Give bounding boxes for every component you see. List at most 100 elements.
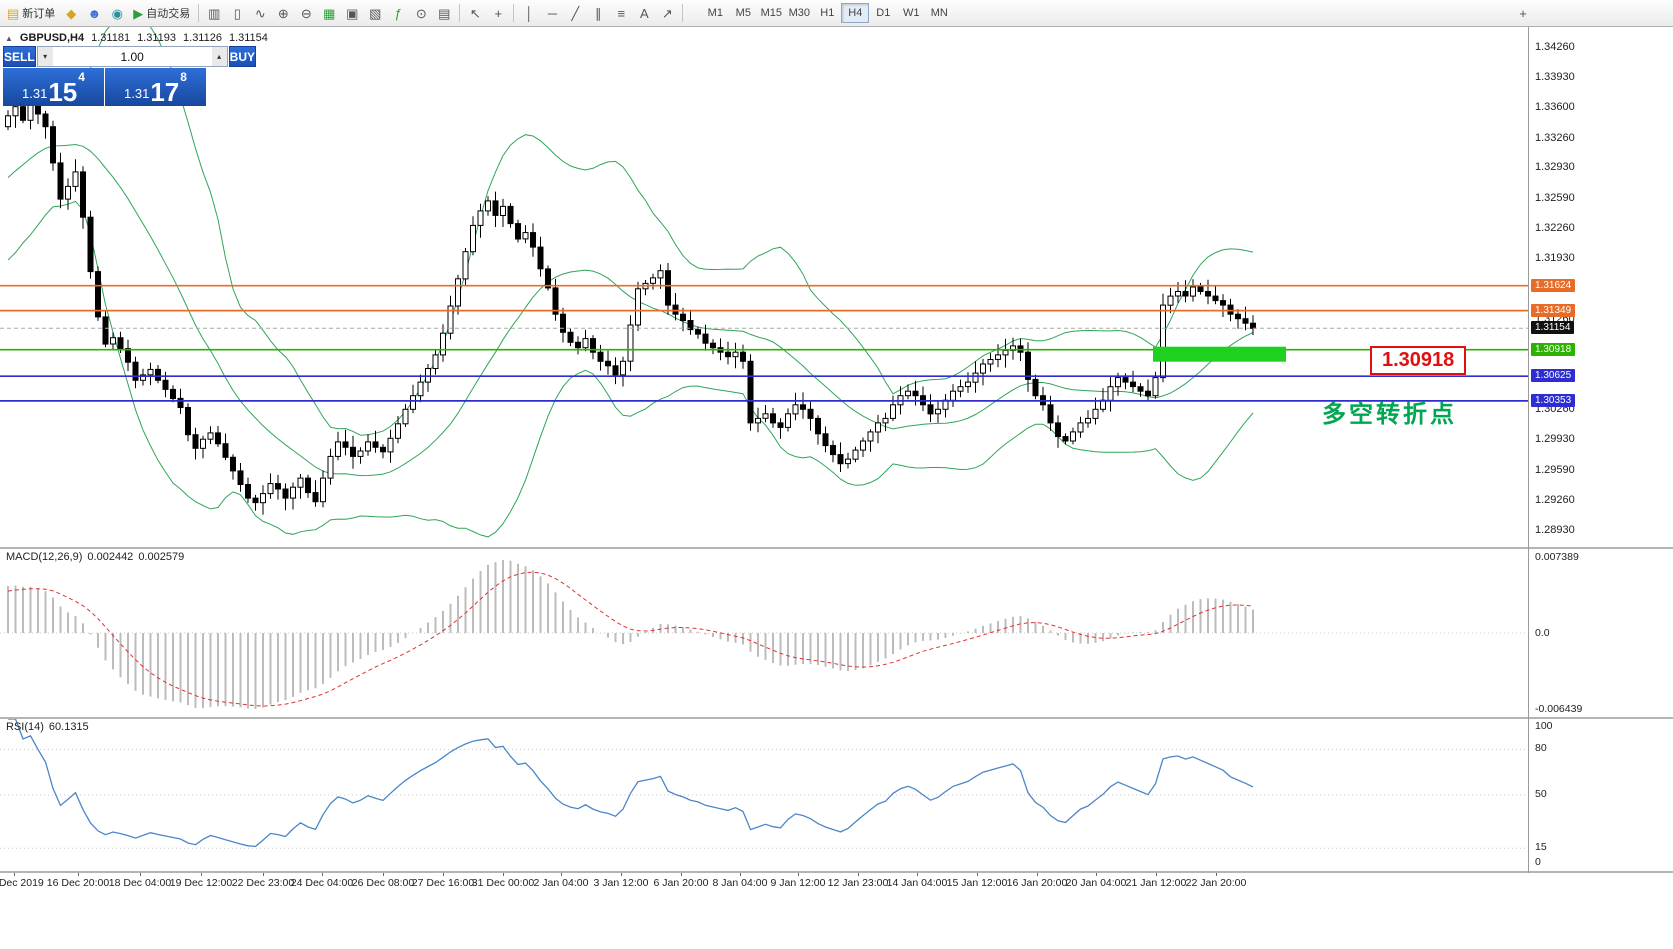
macd-axis-zero: 0.0 [1535, 627, 1550, 639]
time-axis-tick [14, 873, 15, 876]
timeframe-m5[interactable]: M5 [729, 3, 757, 23]
text-tool-button[interactable]: A [633, 2, 655, 24]
buy-button[interactable]: BUY [228, 46, 257, 67]
timeframe-h4[interactable]: H4 [841, 3, 870, 23]
text-tool-icon: A [639, 5, 649, 21]
price-axis-label: 1.29260 [1535, 494, 1575, 506]
timeframe-mn[interactable]: MN [925, 3, 953, 23]
zoom-out-button[interactable]: ⊖ [295, 2, 317, 24]
profiles-icon: ☻ [87, 5, 102, 21]
time-axis-tick [740, 873, 741, 876]
price-axis-label: 1.34260 [1535, 41, 1575, 53]
symbol-header: ▲ GBPUSD,H4 1.31181 1.31193 1.31126 1.31… [5, 32, 268, 44]
sell-price-display[interactable]: 1.31 15 4 [3, 68, 104, 106]
panel-separator[interactable] [0, 871, 1673, 873]
time-axis-label: 18 Dec 04:00 [108, 877, 172, 889]
volume-input[interactable] [52, 47, 212, 66]
timeframe-d1[interactable]: D1 [869, 3, 897, 23]
panel-separator[interactable] [0, 717, 1673, 719]
crosshair-button[interactable]: + [487, 2, 509, 24]
sell-button[interactable]: SELL [3, 46, 36, 67]
auto-trading-button[interactable]: ▶ 自动交易 [129, 2, 194, 24]
market-watch-button[interactable]: ◆ [60, 2, 82, 24]
vertical-line-icon: │ [525, 5, 534, 21]
price-axis-label: 1.33600 [1535, 101, 1575, 113]
buy-price-display[interactable]: 1.31 17 8 [105, 68, 206, 106]
navigator-button[interactable]: ◉ [106, 2, 128, 24]
new-order-button[interactable]: ▤ 新订单 [3, 2, 59, 24]
channel-button[interactable]: ∥ [587, 2, 609, 24]
toolbar: ▤ 新订单 ◆ ☻ ◉ ▶ 自动交易 ▥ ▯ ∿ ⊕ ⊖ ▦ ▣ ▧ ƒ ⊙ ▤… [0, 0, 1673, 27]
auto-trading-play-icon: ▶ [133, 5, 144, 21]
trendline-button[interactable]: ╱ [564, 2, 586, 24]
macd-histogram [7, 559, 1254, 709]
templates-icon: ▤ [438, 5, 451, 21]
rsi-panel[interactable] [0, 719, 1528, 871]
time-axis-label: 3 Jan 12:00 [593, 877, 649, 889]
timeframe-m30[interactable]: M30 [785, 3, 813, 23]
time-axis-tick [1096, 873, 1097, 876]
line-chart-button[interactable]: ∿ [249, 2, 271, 24]
fibonacci-icon: ≡ [617, 5, 626, 21]
level-price-tag: 1.31624 [1531, 279, 1576, 292]
one-click-toggle-icon[interactable]: ▲ [5, 33, 13, 43]
timeframe-m15[interactable]: M15 [757, 3, 785, 23]
time-axis-label: 13 Dec 2019 [0, 877, 44, 889]
fibonacci-button[interactable]: ≡ [610, 2, 632, 24]
macd-axis-max: 0.007389 [1535, 551, 1579, 563]
cascade-windows-button[interactable]: ▧ [364, 2, 386, 24]
vertical-line-button[interactable]: │ [518, 2, 540, 24]
support-price-label[interactable]: 1.30918 [1370, 346, 1467, 375]
chart-window: ▲ GBPUSD,H4 1.31181 1.31193 1.31126 1.31… [0, 27, 1673, 949]
templates-button[interactable]: ▤ [433, 2, 455, 24]
channel-icon: ∥ [595, 5, 602, 21]
candles [5, 92, 1256, 515]
turning-point-note[interactable]: 多空转折点 [1322, 401, 1457, 428]
toolbar-separator [682, 4, 684, 22]
timeframe-w1[interactable]: W1 [897, 3, 925, 23]
price-axis-label: 1.32260 [1535, 222, 1575, 234]
zoom-in-icon: ⊕ [277, 5, 289, 21]
level-price-tag: 1.31349 [1531, 304, 1576, 317]
timeframe-h1[interactable]: H1 [813, 3, 841, 23]
macd-panel[interactable] [0, 549, 1528, 717]
time-axis-tick [858, 873, 859, 876]
indicators-button[interactable]: ƒ [387, 2, 409, 24]
price-axis-label: 1.29590 [1535, 464, 1575, 476]
toolbar-separator [198, 4, 200, 22]
panel-separator[interactable] [0, 547, 1673, 549]
profiles-button[interactable]: ☻ [83, 2, 105, 24]
cursor-button[interactable]: ↖ [464, 2, 486, 24]
navigator-icon: ◉ [111, 5, 123, 21]
time-axis-tick [140, 873, 141, 876]
sell-price-sup: 4 [78, 70, 85, 84]
arrow-tool-button[interactable]: ↗ [656, 2, 678, 24]
level-price-tag: 1.30353 [1531, 394, 1576, 407]
arrow-tool-icon: ↗ [661, 5, 673, 21]
time-axis-label: 21 Jan 12:00 [1125, 877, 1187, 889]
volume-up-button[interactable]: ▴ [211, 47, 227, 66]
bar-chart-button[interactable]: ▥ [203, 2, 225, 24]
tile-windows-icon: ▣ [346, 5, 359, 21]
horizontal-line-button[interactable]: ─ [541, 2, 563, 24]
grid-button[interactable]: ▦ [318, 2, 340, 24]
periods-button[interactable]: ⊙ [410, 2, 432, 24]
zoom-in-button[interactable]: ⊕ [272, 2, 294, 24]
price-axis-label: 1.31930 [1535, 252, 1575, 264]
tile-windows-button[interactable]: ▣ [341, 2, 363, 24]
rsi-axis-50: 50 [1535, 788, 1547, 800]
price-chart[interactable] [0, 27, 1528, 547]
market-watch-icon: ◆ [66, 5, 77, 21]
buy-price-big: 17 [150, 76, 180, 107]
time-axis-label: 16 Jan 20:00 [1006, 877, 1068, 889]
candlestick-button[interactable]: ▯ [226, 2, 248, 24]
time-axis-tick [681, 873, 682, 876]
add-button[interactable]: + [1512, 2, 1534, 24]
one-click-trading-widget: SELL ▾ ▴ BUY 1.31 15 4 1.31 17 8 [3, 46, 257, 106]
volume-down-button[interactable]: ▾ [37, 47, 53, 66]
timeframe-m1[interactable]: M1 [701, 3, 729, 23]
time-axis-label: 19 Dec 12:00 [169, 877, 233, 889]
indicators-icon: ƒ [394, 5, 402, 21]
rsi-axis-80: 80 [1535, 742, 1547, 754]
